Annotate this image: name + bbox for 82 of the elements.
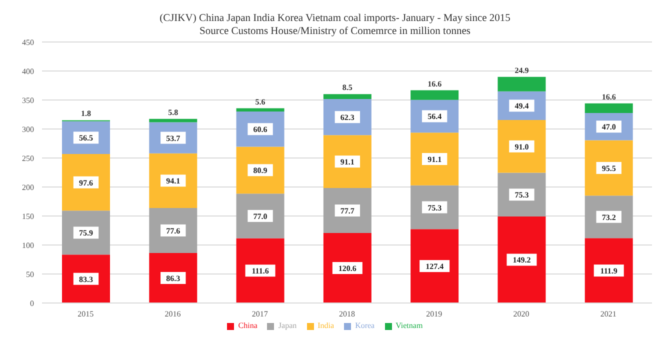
x-tick-label: 2021	[600, 310, 616, 319]
bar	[323, 94, 372, 100]
legend-label: India	[318, 321, 334, 330]
chart-title: (CJIKV) China Japan India Korea Vietnam coal imports- January - May since 2015	[158, 12, 512, 25]
data-label: 49.4	[514, 102, 529, 111]
bar	[498, 76, 546, 92]
data-label: 60.6	[253, 125, 268, 134]
x-tick-label: 2017	[252, 310, 268, 319]
bar	[323, 135, 372, 188]
bar	[236, 194, 284, 238]
x-tick-label: 2018	[339, 310, 355, 319]
data-label: 75.3	[514, 190, 529, 200]
x-tick-label: 2019	[426, 310, 442, 319]
bar	[149, 252, 198, 303]
bar	[584, 103, 633, 113]
bar	[62, 154, 110, 211]
data-label: 91.0	[514, 142, 529, 152]
data-label: 16.6	[428, 79, 442, 88]
y-tick-label: 350	[22, 96, 34, 105]
data-label: 127.4	[426, 262, 444, 272]
data-label: 62.3	[340, 113, 354, 122]
bar	[323, 233, 372, 303]
data-label: 75.9	[79, 228, 93, 238]
bar	[410, 90, 459, 100]
y-tick-label: 250	[22, 154, 34, 163]
data-label: 1.8	[81, 109, 91, 118]
bar	[62, 254, 110, 303]
bar	[410, 132, 459, 186]
data-label: 77.7	[340, 206, 354, 216]
x-tick-label: 2016	[164, 310, 181, 319]
bar	[62, 210, 110, 255]
bar	[149, 153, 198, 208]
data-label: 8.5	[342, 83, 352, 92]
data-label: 91.1	[428, 155, 442, 164]
data-label: 111.6	[252, 266, 269, 276]
legend-label: Korea	[355, 321, 375, 330]
bar	[323, 188, 372, 234]
data-label: 75.3	[428, 203, 442, 212]
data-label: 56.4	[428, 112, 442, 122]
data-label: 111.9	[600, 266, 618, 276]
bar	[236, 238, 284, 303]
bar	[236, 108, 284, 112]
bar	[410, 229, 459, 303]
data-label: 120.6	[338, 264, 356, 274]
bar	[498, 120, 546, 173]
y-tick-label: 150	[22, 212, 34, 221]
data-label: 94.1	[166, 176, 180, 186]
data-label: 56.5	[79, 134, 93, 143]
legend-label: Japan	[278, 321, 297, 330]
data-label: 47.0	[602, 122, 616, 132]
data-label: 80.9	[253, 166, 268, 176]
bar	[236, 146, 284, 194]
legend-label: China	[238, 321, 258, 330]
x-tick-label: 2015	[78, 310, 94, 319]
data-label: 97.6	[79, 178, 93, 188]
y-tick-label: 400	[22, 66, 34, 76]
data-label: 16.6	[602, 92, 616, 102]
bar	[584, 140, 633, 196]
x-tick-label: 2020	[513, 310, 530, 319]
y-tick-label: 200	[22, 182, 34, 192]
data-label: 53.7	[166, 134, 180, 143]
y-tick-label: 0	[30, 298, 34, 308]
data-label: 77.0	[253, 212, 268, 221]
y-tick-label: 450	[22, 38, 34, 47]
data-label: 73.2	[602, 212, 616, 222]
data-label: 83.3	[79, 274, 93, 284]
bar	[584, 238, 633, 303]
legend-label: Vietnam	[396, 321, 423, 330]
y-tick-label: 300	[22, 124, 34, 134]
chart-subtitle: Source Customs House/Ministry of Comemrce in million tonnes	[198, 25, 472, 38]
data-label: 91.1	[340, 158, 354, 167]
data-label: 5.6	[255, 97, 266, 106]
bar	[498, 216, 546, 303]
data-label: 86.3	[166, 274, 180, 283]
data-label: 77.6	[166, 226, 180, 236]
data-label: 24.9	[514, 66, 529, 75]
data-label: 95.5	[602, 164, 616, 173]
y-tick-label: 100	[22, 240, 34, 250]
y-tick-label: 50	[26, 270, 34, 279]
bar	[149, 208, 198, 253]
data-label: 5.8	[168, 108, 178, 117]
data-label: 149.2	[512, 256, 531, 265]
